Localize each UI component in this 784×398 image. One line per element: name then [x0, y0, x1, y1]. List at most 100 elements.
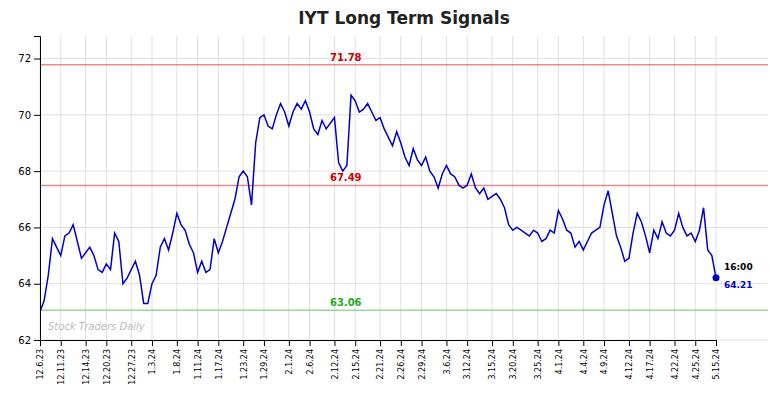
tick: 12.20.23 [103, 340, 112, 385]
reference-label: 63.06 [330, 297, 362, 308]
chart: 62646668707212.6.2312.11.2312.14.2312.20… [0, 0, 784, 398]
plot: 62646668707212.6.2312.11.2312.14.2312.20… [18, 36, 768, 385]
tick-label: 4.12.24 [625, 349, 634, 380]
tick-label: 12.11.23 [57, 349, 66, 385]
tick: 3.15.24 [488, 340, 497, 380]
tick-label: 70 [18, 110, 31, 121]
last-point-price: 64.21 [724, 280, 752, 290]
tick-mark [446, 340, 447, 346]
tick: 4.25.24 [692, 340, 701, 380]
tick-label: 3.12.24 [463, 349, 472, 380]
tick: 2.6.24 [306, 340, 315, 374]
grid-line [106, 36, 107, 340]
grid-line [40, 283, 768, 284]
tick-mark [152, 340, 153, 346]
tick-label: 72 [18, 53, 31, 64]
tick-label: 66 [18, 222, 31, 233]
tick-label: 4.22.24 [671, 349, 680, 380]
grid-line [558, 36, 559, 340]
tick-mark [604, 340, 605, 346]
tick: 12.27.23 [128, 340, 137, 385]
grid-line [176, 36, 177, 340]
price-line [40, 95, 716, 312]
grid-line [40, 114, 768, 115]
grid-line [512, 36, 513, 340]
tick: 5.15.24 [712, 340, 721, 380]
tick-label: 1.29.24 [260, 349, 269, 380]
reference-label: 71.78 [330, 52, 362, 63]
tick-mark [289, 340, 290, 346]
grid-line [40, 227, 768, 228]
tick-mark [650, 340, 651, 346]
tick-label: 2.1.24 [285, 349, 294, 374]
tick: 66 [18, 222, 40, 233]
tick: 1.23.24 [240, 340, 249, 380]
tick-mark [355, 340, 356, 346]
tick-mark [629, 340, 630, 346]
tick-mark [401, 340, 402, 346]
grid-line [695, 36, 696, 340]
tick-label: 4.9.24 [600, 349, 609, 374]
tick-mark [492, 340, 493, 346]
tick-label: 2.21.24 [376, 349, 385, 380]
tick: 3.25.24 [534, 340, 543, 380]
tick-mark [177, 340, 178, 346]
tick-mark [106, 340, 107, 346]
grid-line [197, 36, 198, 340]
tick-mark [310, 340, 311, 346]
tick-label: 4.17.24 [646, 349, 655, 380]
axis-line [34, 37, 41, 341]
tick-label: 4.1.24 [555, 349, 564, 374]
tick: 1.3.24 [148, 340, 157, 374]
reference-line [40, 309, 768, 311]
tick: 4.12.24 [625, 340, 634, 380]
tick-mark [467, 340, 468, 346]
grid-line [263, 36, 264, 340]
tick-label: 2.6.24 [306, 349, 315, 374]
grid-line [649, 36, 650, 340]
tick-label: 5.15.24 [712, 349, 721, 380]
grid-line [151, 36, 152, 340]
tick: 4.1.24 [555, 340, 564, 374]
axis-line [41, 341, 717, 347]
grid-line [40, 58, 768, 59]
tick-label: 2.15.24 [351, 349, 360, 380]
grid-line [288, 36, 289, 340]
tick-mark [40, 340, 41, 346]
grid-line [60, 36, 61, 340]
tick: 1.17.24 [215, 340, 224, 380]
tick: 4.9.24 [600, 340, 609, 374]
tick-label: 12.27.23 [128, 349, 137, 385]
x-axis: 12.6.2312.11.2312.14.2312.20.2312.27.231… [36, 340, 721, 385]
grid-line [492, 36, 493, 340]
tick-mark [34, 59, 40, 60]
tick: 72 [18, 53, 40, 64]
tick-label: 4.4.24 [580, 349, 589, 374]
tick-label: 4.25.24 [692, 349, 701, 380]
tick-label: 3.15.24 [488, 349, 497, 380]
y-axis: 626466687072 [18, 37, 40, 346]
grid-line [334, 36, 335, 340]
watermark: Stock Traders Daily [48, 321, 146, 332]
tick-label: 12.20.23 [103, 349, 112, 385]
tick: 62 [18, 335, 40, 346]
grid [40, 36, 768, 340]
grid-line [309, 36, 310, 340]
tick-label: 1.3.24 [148, 349, 157, 374]
tick: 64 [18, 278, 40, 289]
tick: 4.22.24 [671, 340, 680, 380]
tick: 2.15.24 [351, 340, 360, 380]
tick-mark [243, 340, 244, 346]
tick: 70 [18, 110, 40, 121]
reference-line [40, 185, 768, 187]
grid-line [85, 36, 86, 340]
tick: 1.8.24 [173, 340, 182, 374]
tick-mark [558, 340, 559, 346]
grid-line [583, 36, 584, 340]
grid-line [674, 36, 675, 340]
tick-mark [34, 171, 40, 172]
tick-mark [675, 340, 676, 346]
grid-line [243, 36, 244, 340]
grid-line [218, 36, 219, 340]
tick-label: 12.14.23 [82, 349, 91, 385]
